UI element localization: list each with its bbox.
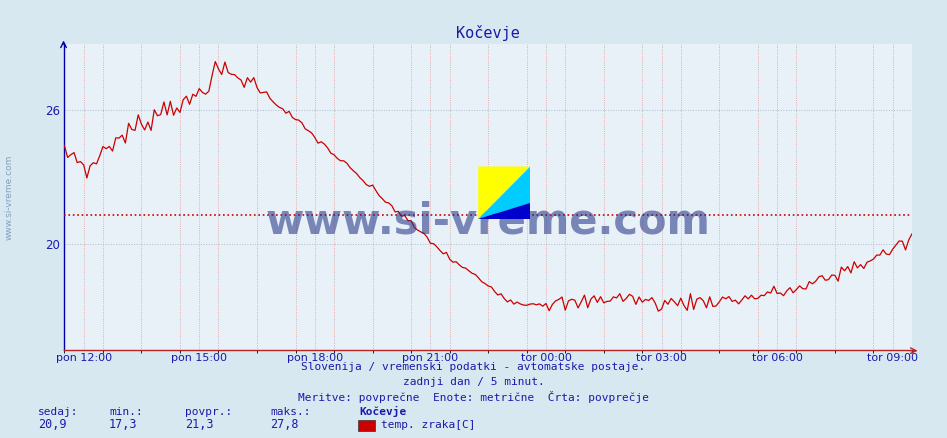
Text: maks.:: maks.:	[270, 407, 311, 417]
Text: 21,3: 21,3	[185, 418, 213, 431]
Polygon shape	[478, 166, 530, 219]
Text: Meritve: povprečne  Enote: metrične  Črta: povprečje: Meritve: povprečne Enote: metrične Črta:…	[298, 391, 649, 403]
Text: www.si-vreme.com: www.si-vreme.com	[5, 155, 14, 240]
Polygon shape	[478, 166, 530, 219]
Text: povpr.:: povpr.:	[185, 407, 232, 417]
Text: 27,8: 27,8	[270, 418, 298, 431]
Title: Kočevje: Kočevje	[456, 25, 520, 41]
Text: Kočevje: Kočevje	[360, 406, 407, 417]
Polygon shape	[478, 203, 530, 219]
Text: zadnji dan / 5 minut.: zadnji dan / 5 minut.	[402, 378, 545, 388]
Text: 17,3: 17,3	[109, 418, 137, 431]
Text: 20,9: 20,9	[38, 418, 66, 431]
Text: temp. zraka[C]: temp. zraka[C]	[381, 420, 475, 431]
Text: min.:: min.:	[109, 407, 143, 417]
Text: sedaj:: sedaj:	[38, 407, 79, 417]
Text: www.si-vreme.com: www.si-vreme.com	[266, 201, 710, 243]
Text: Slovenija / vremenski podatki - avtomatske postaje.: Slovenija / vremenski podatki - avtomats…	[301, 362, 646, 372]
